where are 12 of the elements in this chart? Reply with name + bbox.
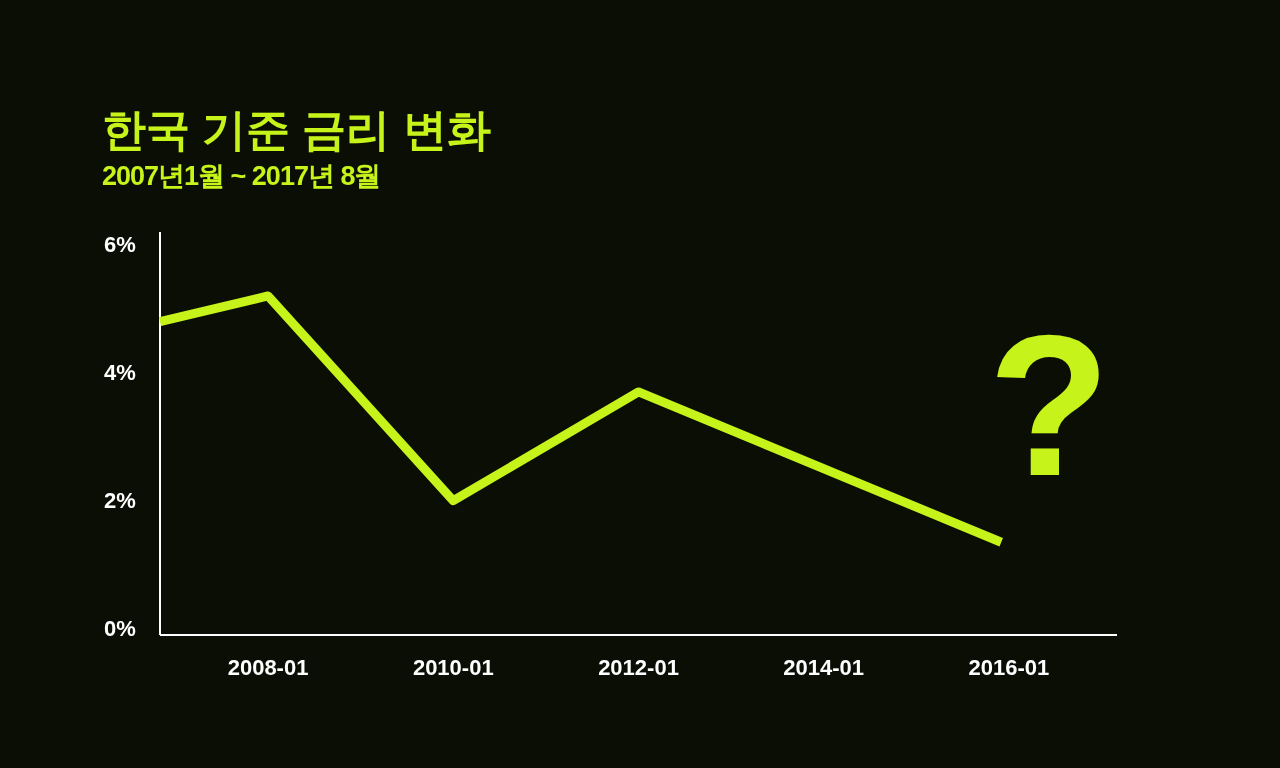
y-tick-label: 4% <box>104 360 136 386</box>
y-tick-label: 6% <box>104 232 136 258</box>
x-tick-label: 2014-01 <box>783 655 865 680</box>
chart-title: 한국 기준 금리 변화 <box>102 105 491 154</box>
x-tick-label: 2012-01 <box>598 655 679 680</box>
x-tick-label: 2016-01 <box>968 655 1050 680</box>
y-tick-label: 2% <box>104 488 136 514</box>
x-tick-label: 2010-01 <box>412 655 494 680</box>
chart-subtitle: 2007년1월 ~ 2017년 8월 <box>102 161 381 191</box>
x-tick-label: 2008-01 <box>227 655 309 680</box>
y-tick-label: 0% <box>104 616 136 642</box>
annotation: ? <box>987 294 1111 517</box>
